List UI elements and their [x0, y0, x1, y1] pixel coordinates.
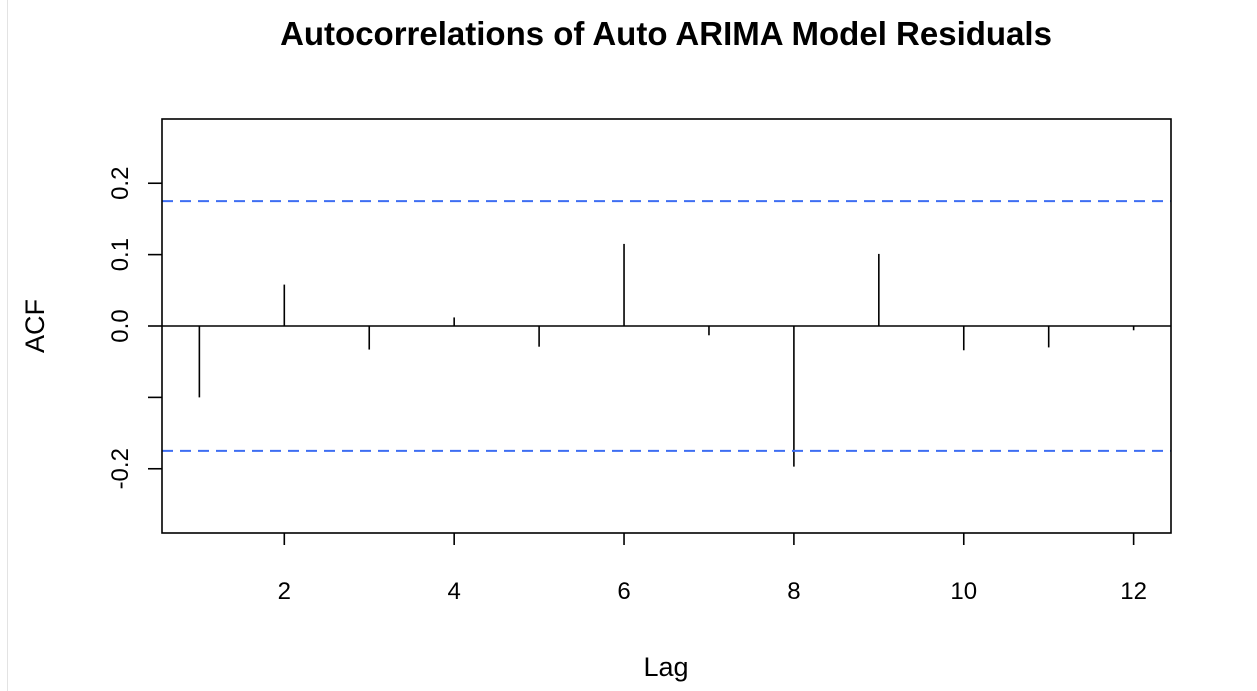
- confidence-bounds: [162, 200, 1171, 452]
- acf-bars: [198, 243, 1135, 467]
- x-tick-label: 2: [278, 578, 291, 605]
- x-axis: 2 4 6 8 10 12: [278, 533, 1147, 605]
- x-axis-label: Lag: [643, 652, 688, 682]
- chart-title: Autocorrelations of Auto ARIMA Model Res…: [280, 15, 1052, 52]
- y-tick-label: -0.2: [107, 448, 134, 489]
- x-tick-label: 8: [787, 578, 800, 605]
- x-tick-label: 4: [447, 578, 460, 605]
- y-tick-label: 0.0: [107, 309, 134, 342]
- y-axis-label: ACF: [20, 299, 50, 353]
- y-axis: -0.2 0.0 0.1 0.2: [107, 167, 162, 489]
- y-tick-label: 0.2: [107, 167, 134, 200]
- frame-edge: [7, 0, 8, 691]
- x-tick-label: 6: [617, 578, 630, 605]
- x-tick-label: 12: [1120, 578, 1147, 605]
- x-tick-label: 10: [950, 578, 977, 605]
- y-tick-label: 0.1: [107, 238, 134, 271]
